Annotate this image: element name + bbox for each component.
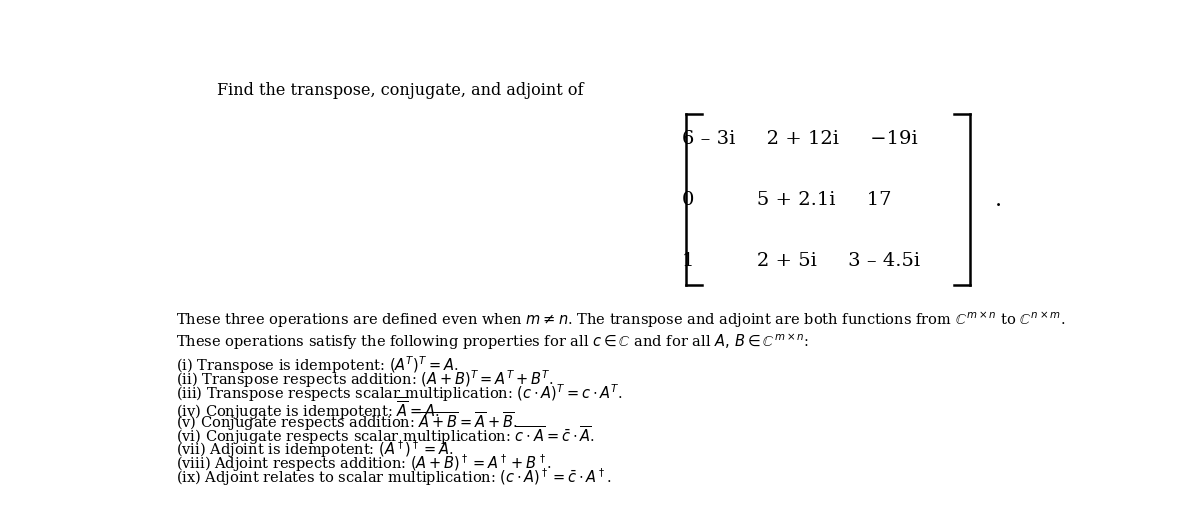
Text: (iv) Conjugate is idempotent: $\overline{\overline{A}} = A$.: (iv) Conjugate is idempotent: $\overline… <box>176 396 440 422</box>
Text: 1          2 + 5i     3 – 4.5i: 1 2 + 5i 3 – 4.5i <box>682 251 920 269</box>
Text: (i) Transpose is idempotent: $(A^T)^T = A$.: (i) Transpose is idempotent: $(A^T)^T = … <box>176 354 458 376</box>
Text: (ii) Transpose respects addition: $(A + B)^T = A^T + B^T$.: (ii) Transpose respects addition: $(A + … <box>176 368 554 390</box>
Text: 0          5 + 2.1i     17: 0 5 + 2.1i 17 <box>682 191 892 209</box>
Text: (ix) Adjoint relates to scalar multiplication: $(c \cdot A)^\dagger = \bar{c} \c: (ix) Adjoint relates to scalar multiplic… <box>176 466 612 488</box>
Text: (iii) Transpose respects scalar multiplication: $(c \cdot A)^T = c \cdot A^T$.: (iii) Transpose respects scalar multipli… <box>176 382 623 404</box>
Text: (v) Conjugate respects addition: $\overline{A + B} = \overline{A} + \overline{B}: (v) Conjugate respects addition: $\overl… <box>176 410 518 433</box>
Text: (viii) Adjoint respects addition: $(A + B)^\dagger = A^\dagger + B^\dagger$.: (viii) Adjoint respects addition: $(A + … <box>176 452 552 474</box>
Text: These three operations are defined even when $m \neq n$. The transpose and adjoi: These three operations are defined even … <box>176 309 1066 329</box>
Text: Find the transpose, conjugate, and adjoint of: Find the transpose, conjugate, and adjoi… <box>217 82 583 99</box>
Text: 6 – 3i     2 + 12i     −19i: 6 – 3i 2 + 12i −19i <box>682 129 918 147</box>
Text: These operations satisfy the following properties for all $c \in \mathbb{C}$ and: These operations satisfy the following p… <box>176 332 809 352</box>
Text: .: . <box>995 188 1002 211</box>
Text: (vii) Adjoint is idempotent: $(A^\dagger)^\dagger = A$.: (vii) Adjoint is idempotent: $(A^\dagger… <box>176 438 454 460</box>
Text: (vi) Conjugate respects scalar multiplication: $\overline{c \cdot A} = \bar{c} \: (vi) Conjugate respects scalar multiplic… <box>176 424 595 447</box>
